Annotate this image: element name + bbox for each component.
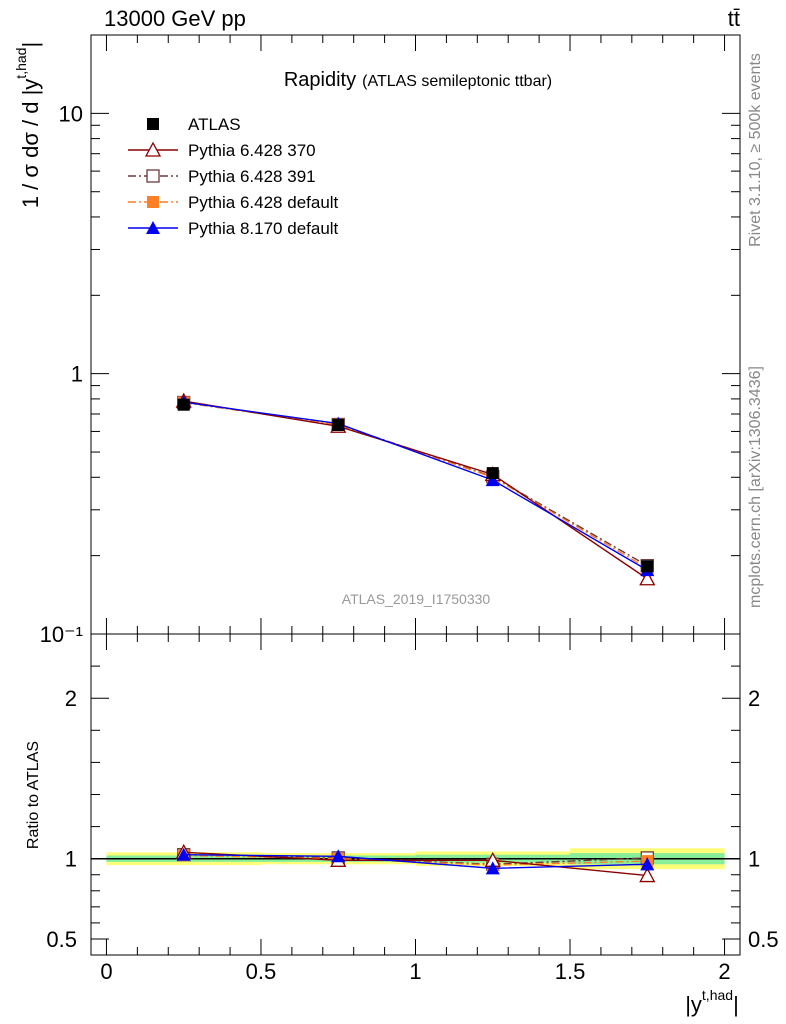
ratio-ticks: 0.5 0.5 1 1 2 2 0 0.5 1 1.5 2 [46,633,779,984]
mcplots-reference-label: mcplots.cern.ch [arXiv:1306.3436] [747,366,764,608]
ratio-y-tick-label-left: 0.5 [46,927,77,952]
series-pythia-6-428-370 [175,392,656,586]
series-atlas [177,398,654,573]
data-point [332,419,345,432]
rivet-version-label: Rivet 3.1.10, ≥ 500k events [747,53,764,247]
main-y-tick-label: 10⁻¹ [40,622,83,647]
x-axis-label: |yt,had| [685,987,739,1017]
ratio-point [485,861,500,875]
ratio-y-tick-label-right: 2 [748,686,760,711]
ratio-y-tick-label-left: 2 [65,686,77,711]
legend-item: Pythia 6.428 391 [128,167,316,186]
main-y-ticks: 10 1 10⁻¹ [40,34,740,647]
legend-marker [147,196,159,208]
ratio-plot-border [90,633,741,956]
ratio-plot-frame: 0.5 0.5 1 1 2 2 0 0.5 1 1.5 2 [46,633,779,984]
x-tick-label: 0.5 [246,959,277,984]
series-pythia-8-170-default [176,395,655,577]
ratio-point [331,849,346,863]
legend-label: ATLAS [188,115,241,134]
legend-item: Pythia 6.428 default [128,193,339,212]
series-pythia-6-428-391 [177,395,654,573]
legend-label: Pythia 6.428 391 [188,167,316,186]
legend-label: Pythia 6.428 370 [188,141,316,160]
ratio-point [176,847,191,861]
main-y-axis-label-main: 1 / σ dσ / d |y [18,79,43,208]
legend-marker [144,141,162,157]
ratio-y-tick-label-left: 1 [65,847,77,872]
legend-item: ATLAS [147,115,241,134]
main-plot-series [175,392,656,586]
legend-marker [147,118,159,130]
main-y-axis-label-sup: t,had [13,48,29,79]
x-axis-label-main: |y [685,992,702,1017]
ratio-series-pythia-8-170-default [176,847,655,875]
series-pythia-6-428-default [177,396,654,575]
ratio-line [183,853,648,866]
data-point [177,398,190,411]
collision-energy-label: 13000 GeV pp [104,6,246,31]
ratio-y-tick-label-right: 1 [748,847,760,872]
axis-labels: 1 / σ dσ / d |yt,had|Ratio to ATLAS|yt,h… [13,42,739,1017]
series-line [183,400,648,580]
ratio-point [640,857,655,871]
main-plot-title: Rapidity (ATLAS semileptonic ttbar) [284,69,552,91]
legend-marker [146,221,160,234]
x-axis-label-sup: t,had [702,987,733,1003]
data-point [641,560,654,573]
process-label: tt̄ [728,6,740,31]
legend-item: Pythia 6.428 370 [128,141,316,160]
ratio-line [183,853,648,870]
data-point [485,473,500,487]
ratio-y-tick-label-right: 0.5 [748,927,779,952]
main-y-axis-label-end: | [18,42,43,48]
legend-label: Pythia 6.428 default [188,193,339,212]
series-line [183,401,648,571]
series-line [183,401,648,569]
ratio-line [183,851,648,877]
ratio-y-axis-label: Ratio to ATLAS [25,741,42,849]
analysis-id-watermark: ATLAS_2019_I1750330 [342,591,491,607]
ratio-point [639,867,656,883]
data-point [639,570,656,586]
main-y-tick-label: 10 [59,101,83,126]
main-y-axis-label: 1 / σ dσ / d |yt,had| [13,42,43,208]
series-line [183,401,648,567]
main-plot-frame: 10 1 10⁻¹ [40,34,741,647]
legend-label: Pythia 8.170 default [188,219,339,238]
legend: ATLAS Pythia 6.428 370 Pythia 6.428 391 Pyt… [128,115,339,238]
x-tick-label: 2 [718,959,730,984]
ratio-plot-series [175,843,656,883]
x-tick-label: 0 [100,959,112,984]
legend-item: Pythia 8.170 default [128,219,339,238]
x-axis-label-end: | [733,992,739,1017]
x-tick-label: 1 [409,959,421,984]
data-point [486,467,499,480]
x-tick-label: 1.5 [555,959,586,984]
legend-marker [146,169,160,183]
main-y-tick-label: 1 [71,362,83,387]
